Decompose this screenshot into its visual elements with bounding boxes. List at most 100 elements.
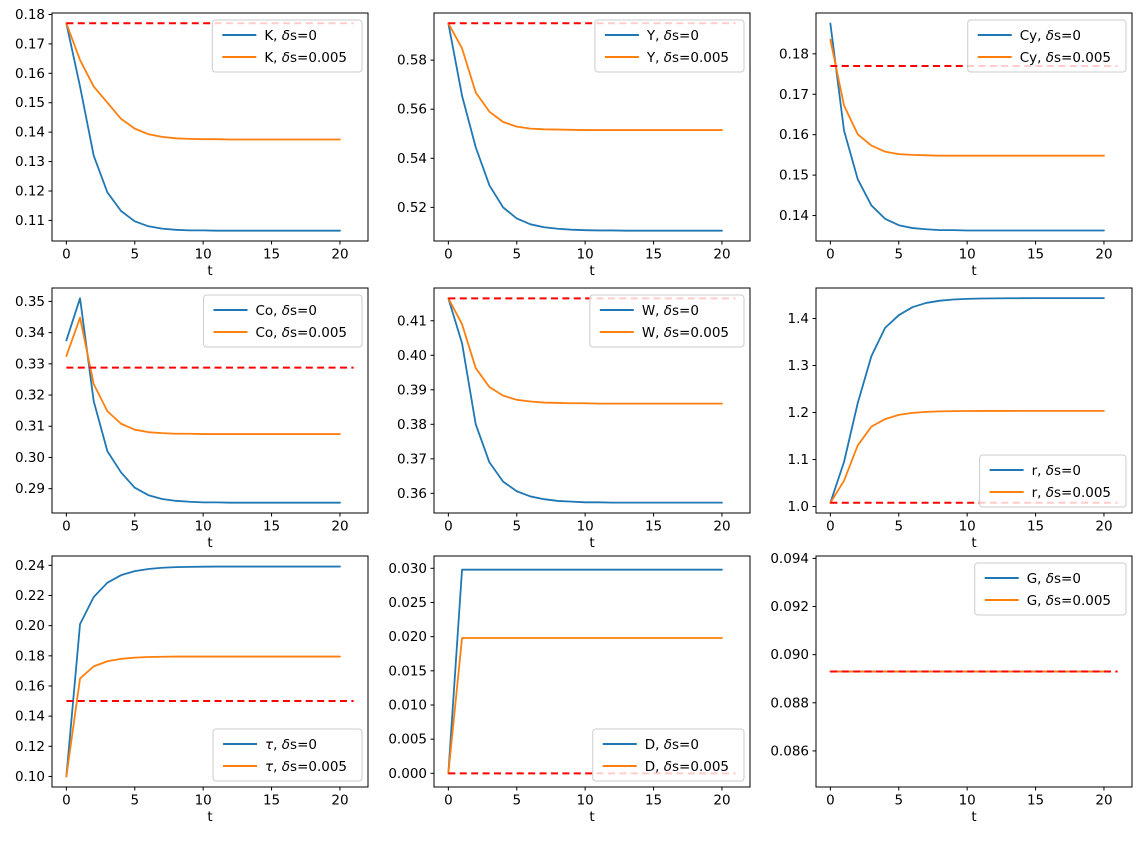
subplot-Y: 0 5 10 15 20 0.52 0.54 0.56 0.58 t Y, δs=0 Y, δs=0.… [397, 12, 751, 279]
y-tick-label: 0.36 [397, 486, 427, 502]
legend-label: r, δs=0 [1032, 463, 1081, 479]
y-tick-label: 0.54 [397, 151, 427, 167]
y-tick-label: 1.3 [788, 358, 809, 374]
legend-label: Cy, δs=0.005 [1020, 50, 1111, 66]
y-tick-label: 0.000 [388, 766, 427, 782]
legend-label: D, δs=0 [645, 737, 699, 753]
x-tick-label: 0 [444, 247, 453, 263]
y-tick-label: 0.086 [770, 743, 809, 759]
y-axis: 0.36 0.37 0.38 0.39 0.40 0.41 [397, 313, 434, 502]
x-tick-label: 5 [130, 793, 139, 809]
x-tick-label: 15 [645, 793, 662, 809]
axes-frame [51, 12, 369, 242]
x-tick-label: 15 [263, 519, 280, 535]
subplot-D: 0 5 10 15 200.0000.0050.0100.0150.0200.0250.… [388, 555, 751, 825]
legend-frame [212, 728, 363, 782]
legend-label: τ, δs=0.005 [265, 759, 347, 775]
y-tick-label: 0.12 [15, 183, 45, 199]
y-tick-label: 0.17 [15, 36, 45, 52]
axes-frame [815, 287, 1133, 514]
y-tick-label: 0.16 [779, 127, 809, 143]
legend: r, δs=0 r, δs=0.005 [979, 454, 1127, 508]
series-Y-ds0 [447, 22, 723, 232]
x-axis-label: t [971, 263, 976, 279]
legend-label: r, δs=0.005 [1032, 485, 1111, 501]
x-tick-label: 5 [512, 793, 521, 809]
x-axis: 0 5 10 15 20 [826, 787, 1113, 809]
x-tick-label: 0 [62, 793, 71, 809]
series-W-ds0005 [447, 297, 723, 405]
x-axis-label: t [971, 535, 976, 551]
y-tick-label: 0.020 [388, 629, 427, 645]
y-tick-label: 0.11 [15, 213, 45, 229]
y-tick-label: 0.16 [15, 66, 45, 82]
series-r-ds0005 [829, 409, 1105, 504]
y-tick-label: 0.31 [15, 419, 45, 435]
x-tick-label: 15 [1027, 247, 1044, 263]
y-tick-label: 0.58 [397, 53, 427, 69]
x-tick-label: 15 [263, 793, 280, 809]
x-tick-label: 20 [331, 793, 348, 809]
legend-label: G, δs=0.005 [1027, 593, 1111, 609]
y-tick-label: 0.10 [15, 769, 45, 785]
y-tick-label: 0.17 [779, 87, 809, 103]
y-axis: 1.0 1.1 1.2 1.3 1.4 [788, 311, 816, 515]
legend: G, δs=0 G, δs=0.005 [974, 562, 1127, 616]
legend-frame [594, 19, 745, 73]
y-tick-label: 0.35 [15, 294, 45, 310]
x-tick-label: 20 [713, 793, 730, 809]
legend-label: Co, δs=0.005 [255, 325, 347, 341]
x-tick-label: 5 [512, 519, 521, 535]
legend-frame [589, 294, 745, 348]
series-W-ds0 [447, 297, 723, 504]
x-axis: 0 5 10 15 20 [62, 787, 349, 809]
y-tick-label: 0.37 [397, 451, 427, 467]
x-tick-label: 15 [263, 247, 280, 263]
legend-label: K, δs=0 [264, 28, 317, 44]
subplot-W: 0 5 10 15 20 0.36 0.37 0.38 0.39 0.40 0.41 t W, δs=0… [397, 287, 751, 551]
y-tick-label: 0.56 [397, 102, 427, 118]
x-tick-label: 10 [577, 519, 594, 535]
y-tick-label: 1.2 [788, 405, 809, 421]
y-axis: 0.52 0.54 0.56 0.58 [397, 53, 434, 216]
x-tick-label: 20 [331, 519, 348, 535]
y-tick-label: 0.090 [770, 647, 809, 663]
subplot-G: 0 5 10 15 20 0.086 0.088 0.090 0.092 0.094 t G, δs=… [770, 551, 1133, 825]
series-Cy-ds0 [829, 22, 1105, 232]
subplot-K: 0 5 10 15 20 0.11 0.12 0.13 0.14 0.15 0.16 0.17 0.18… [15, 7, 369, 279]
y-tick-label: 0.025 [388, 595, 427, 611]
legend-label: K, δs=0.005 [264, 50, 347, 66]
y-tick-label: 1.1 [788, 452, 809, 468]
legend: K, δs=0 K, δs=0.005 [211, 19, 363, 73]
subplot-r: 0 5 10 15 20 1.0 1.1 1.2 1.3 1.4 t r, δs=0 r, δs=0.0… [788, 287, 1133, 551]
x-axis: 0 5 10 15 20 [444, 787, 731, 809]
legend-frame [974, 562, 1127, 616]
series-tau-ds0005 [65, 655, 341, 778]
x-axis-label: t [589, 809, 594, 825]
x-tick-label: 15 [645, 519, 662, 535]
y-tick-label: 0.092 [770, 599, 809, 615]
x-tick-label: 0 [826, 519, 835, 535]
y-tick-label: 0.13 [15, 154, 45, 170]
series-Y-ds0005 [447, 22, 723, 131]
x-tick-label: 15 [1027, 793, 1044, 809]
legend: τ, δs=0 τ, δs=0.005 [212, 728, 363, 782]
legend: Co, δs=0 Co, δs=0.005 [202, 294, 363, 348]
x-tick-label: 20 [713, 519, 730, 535]
legend-label: Y, δs=0.005 [646, 50, 729, 66]
series-Cy-ds0005 [829, 38, 1105, 157]
x-tick-label: 10 [959, 247, 976, 263]
x-tick-label: 5 [512, 247, 521, 263]
y-tick-label: 0.14 [779, 208, 809, 224]
y-tick-label: 0.094 [770, 551, 809, 567]
legend: W, δs=0 W, δs=0.005 [589, 294, 745, 348]
x-tick-label: 0 [826, 793, 835, 809]
x-tick-label: 10 [577, 247, 594, 263]
y-tick-label: 0.14 [15, 125, 45, 141]
y-tick-label: 0.088 [770, 695, 809, 711]
x-tick-label: 5 [130, 247, 139, 263]
y-axis: 0.000 0.005 0.010 0.015 0.020 0.025 0.030 [388, 561, 434, 782]
